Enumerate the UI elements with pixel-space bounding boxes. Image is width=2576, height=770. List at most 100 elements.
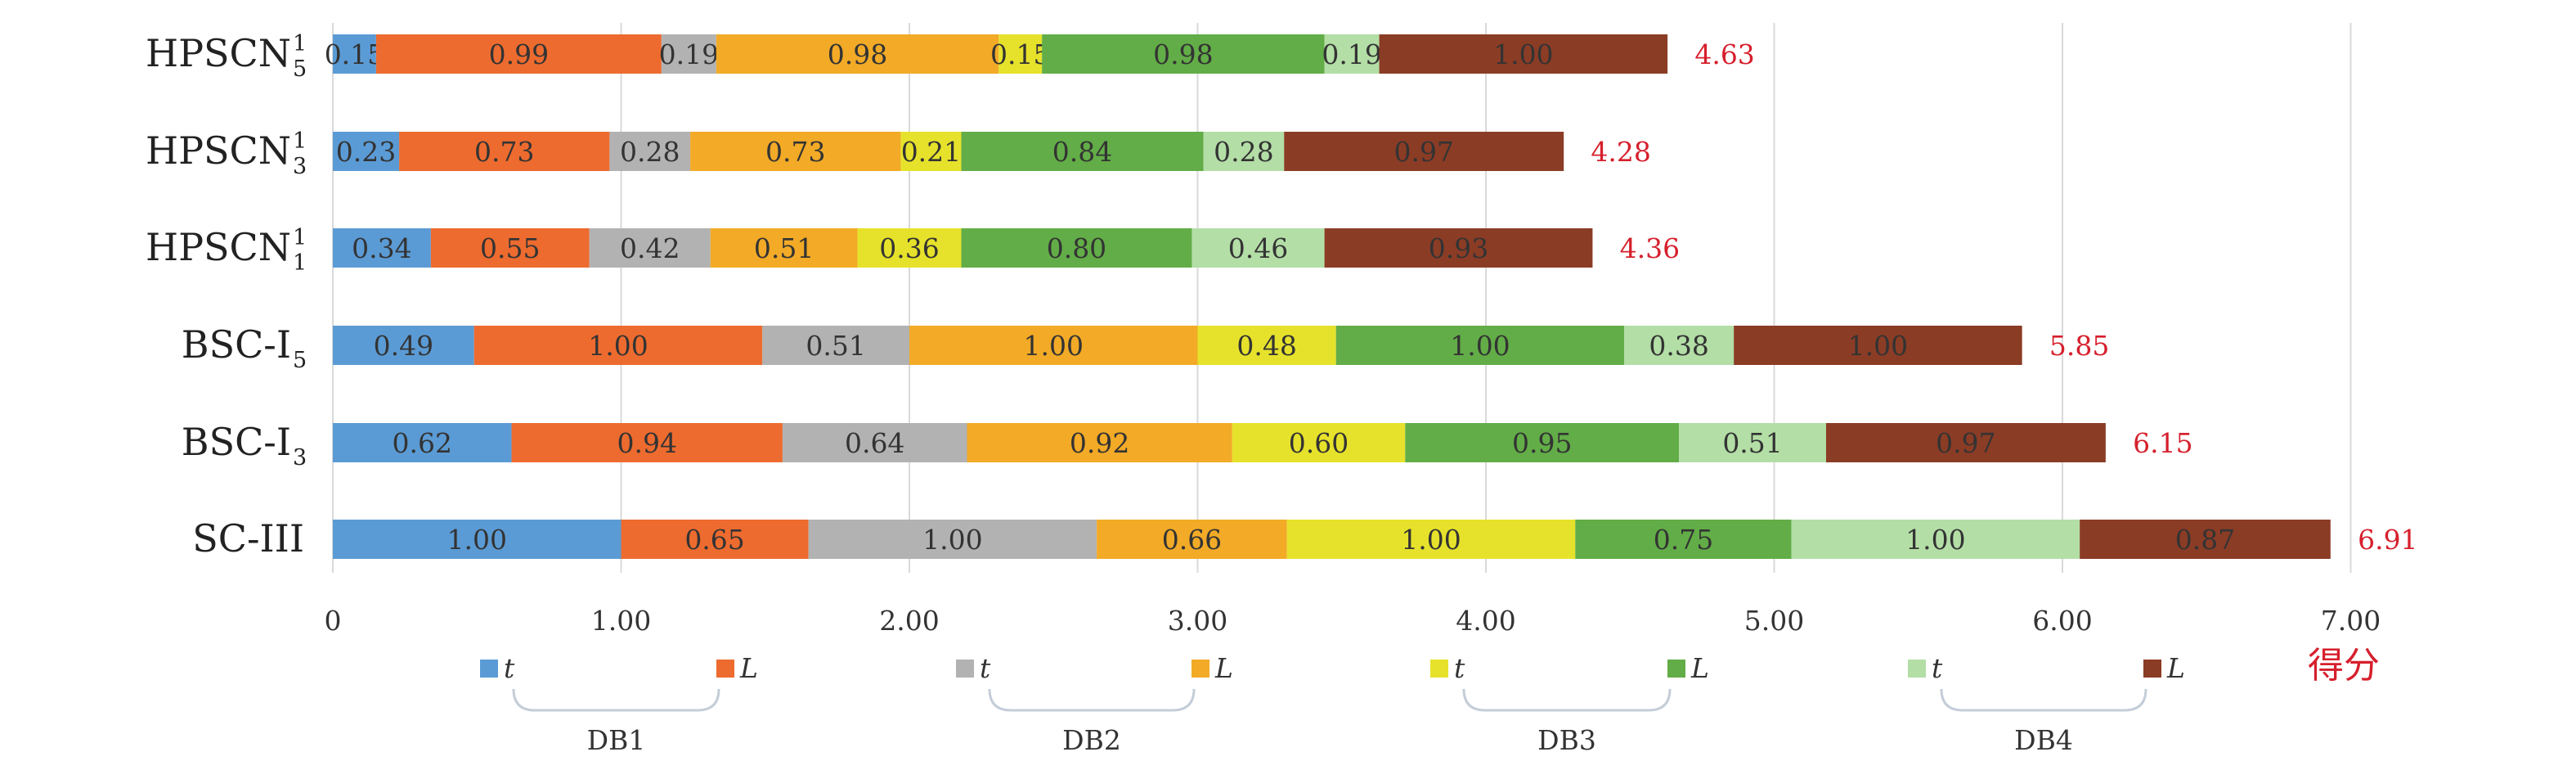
legend-label: L xyxy=(739,652,758,684)
bar-segment xyxy=(333,228,431,268)
bar-value-label: 0.64 xyxy=(845,427,904,459)
legend-swatch xyxy=(480,660,498,678)
bar-value-label: 0.87 xyxy=(2175,524,2235,556)
bar-segment xyxy=(961,132,1204,171)
bar-segment xyxy=(333,423,512,462)
category-subscript: 3 xyxy=(293,154,307,179)
bar-value-label: 1.00 xyxy=(588,330,648,362)
bar-value-label: 0.36 xyxy=(879,232,939,264)
bar-segment xyxy=(857,228,962,268)
bar-segment xyxy=(399,132,610,171)
bar-segment xyxy=(808,520,1097,559)
category-name: HPSCN xyxy=(146,31,291,75)
bar-value-label: 0.98 xyxy=(1153,38,1213,70)
bar-value-label: 0.95 xyxy=(1512,427,1572,459)
legend-group: DB1 xyxy=(512,688,720,756)
category-label: HPSCN 13 xyxy=(146,128,307,179)
bar-segment xyxy=(909,326,1198,365)
bar-value-label: 1.00 xyxy=(1848,330,1908,362)
legend-item: t xyxy=(1430,652,1465,684)
category-label: SC-III xyxy=(192,516,304,561)
bar-value-label: 0.60 xyxy=(1289,427,1349,459)
bar-segment xyxy=(1232,423,1406,462)
legend-swatch xyxy=(1192,660,1209,678)
category-subscript: 5 xyxy=(293,348,307,373)
bar-value-label: 1.00 xyxy=(1905,524,1965,556)
legend-swatch xyxy=(2143,660,2161,678)
bar-value-label: 0.51 xyxy=(1722,427,1782,459)
bar-value-label: 0.19 xyxy=(659,38,719,70)
total-label: 6.15 xyxy=(2133,427,2192,459)
category-label: HPSCN 15 xyxy=(146,31,307,82)
bar-segment xyxy=(1197,326,1336,365)
bar-segment xyxy=(1791,520,2080,559)
legend-group: DB4 xyxy=(1940,688,2147,756)
bar-segment xyxy=(2080,520,2331,559)
bar-value-label: 1.00 xyxy=(1024,330,1084,362)
legend-label: L xyxy=(1214,652,1233,684)
x-tick-label: 0 xyxy=(325,605,342,637)
bar-value-label: 0.75 xyxy=(1654,524,1713,556)
bar-value-label: 0.15 xyxy=(990,38,1050,70)
bar-segment xyxy=(1379,34,1668,74)
legend-label: L xyxy=(2166,652,2185,684)
category-superscript: 1 xyxy=(293,31,307,56)
category-name: HPSCN xyxy=(146,225,291,269)
total-labels: 4.63 4.28 4.36 5.85 6.15 6.91 xyxy=(1591,38,2417,556)
category-subscript: 1 xyxy=(293,250,307,276)
bar-value-label: 1.00 xyxy=(1401,524,1461,556)
bar-segment xyxy=(1405,423,1680,462)
legend-swatch xyxy=(956,660,974,678)
category-label: HPSCN 11 xyxy=(146,225,307,276)
total-label: 4.63 xyxy=(1694,38,1754,70)
group-bracket xyxy=(512,688,720,712)
bar-segment xyxy=(1203,132,1285,171)
category-name: BSC-I xyxy=(182,420,291,464)
bar-value-label: 0.48 xyxy=(1236,330,1296,362)
group-bracket xyxy=(988,688,1196,712)
bar-value-label: 0.94 xyxy=(617,427,676,459)
bar-value-label: 0.65 xyxy=(684,524,744,556)
bar-segment xyxy=(473,326,763,365)
bar-segment xyxy=(999,34,1043,74)
bar-value-label: 0.28 xyxy=(620,136,680,168)
bar-segment xyxy=(1097,520,1287,559)
bar-value-label: 0.97 xyxy=(1393,136,1453,168)
bar-value-label: 0.51 xyxy=(754,232,814,264)
x-tick-label: 5.00 xyxy=(1744,605,1804,637)
group-label: DB4 xyxy=(2014,724,2073,756)
bar-segment xyxy=(333,34,376,74)
legend-label: t xyxy=(980,652,991,684)
bar-segment xyxy=(661,34,716,74)
legend-item: L xyxy=(2143,652,2185,684)
group-label: DB1 xyxy=(587,724,646,756)
total-label: 5.85 xyxy=(2049,330,2109,362)
bar-segment xyxy=(589,228,711,268)
bar-segment xyxy=(511,423,783,462)
bar-segment xyxy=(1286,520,1576,559)
category-label: BSC-I 5 xyxy=(182,322,307,373)
bar-segment xyxy=(375,34,662,74)
category-name: BSC-I xyxy=(182,322,291,367)
bar-segment xyxy=(1624,326,1735,365)
group-bracket xyxy=(1462,688,1672,712)
category-name: SC-III xyxy=(192,516,304,561)
bar-value-label: 0.42 xyxy=(620,232,680,264)
group-label: DB2 xyxy=(1062,724,1121,756)
bar-value-label: 0.62 xyxy=(393,427,452,459)
bar-value-label: 1.00 xyxy=(922,524,982,556)
bar-value-label: 1.00 xyxy=(1493,38,1553,70)
category-superscript: 1 xyxy=(293,225,307,250)
bar-segment xyxy=(900,132,962,171)
x-tick-label: 2.00 xyxy=(879,605,939,637)
bars: 0.15 0.99 0.19 0.98 0.15 0.98 0.19 1.00 0.23 0.73… xyxy=(325,34,2331,559)
legend-label: t xyxy=(1932,652,1943,684)
x-axis: 0 1.00 2.00 3.00 4.00 5.00 6.00 7.00 xyxy=(325,605,2381,637)
bar-segment xyxy=(1042,34,1325,74)
legend-label: L xyxy=(1690,652,1709,684)
legend-item: L xyxy=(716,652,758,684)
bar-segment xyxy=(1734,326,2022,365)
legend-group: DB3 xyxy=(1462,688,1672,756)
bar-segment xyxy=(1324,34,1380,74)
